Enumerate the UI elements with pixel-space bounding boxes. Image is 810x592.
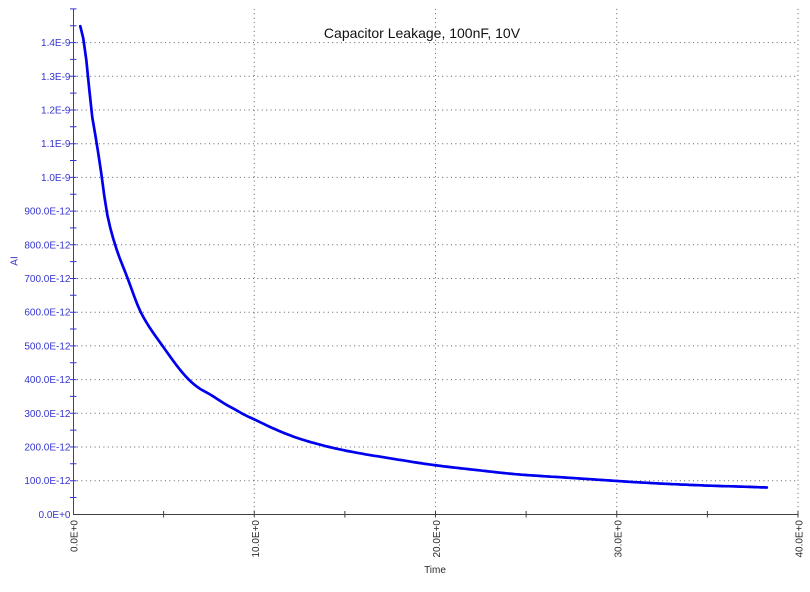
svg-text:20.0E+0: 20.0E+0: [432, 520, 443, 558]
svg-text:1.0E-9: 1.0E-9: [41, 173, 71, 184]
svg-text:Capacitor Leakage, 100nF, 10V: Capacitor Leakage, 100nF, 10V: [324, 25, 521, 41]
svg-text:900.0E-12: 900.0E-12: [24, 207, 71, 218]
svg-text:1.1E-9: 1.1E-9: [41, 139, 71, 150]
svg-text:40.0E+0: 40.0E+0: [795, 520, 806, 558]
svg-text:100.0E-12: 100.0E-12: [24, 476, 71, 487]
svg-text:Time: Time: [424, 565, 446, 576]
svg-text:AI: AI: [10, 256, 21, 265]
svg-text:0.0E+0: 0.0E+0: [70, 520, 81, 552]
svg-text:10.0E+0: 10.0E+0: [251, 520, 262, 558]
svg-text:1.2E-9: 1.2E-9: [41, 106, 71, 117]
svg-text:400.0E-12: 400.0E-12: [24, 375, 71, 386]
svg-text:800.0E-12: 800.0E-12: [24, 240, 71, 251]
svg-text:1.3E-9: 1.3E-9: [41, 72, 71, 83]
svg-text:700.0E-12: 700.0E-12: [24, 274, 71, 285]
svg-text:30.0E+0: 30.0E+0: [613, 520, 624, 558]
svg-text:300.0E-12: 300.0E-12: [24, 409, 71, 420]
svg-text:200.0E-12: 200.0E-12: [24, 443, 71, 454]
svg-text:500.0E-12: 500.0E-12: [24, 341, 71, 352]
svg-text:1.4E-9: 1.4E-9: [41, 38, 71, 49]
svg-text:0.0E+0: 0.0E+0: [39, 510, 71, 521]
svg-text:600.0E-12: 600.0E-12: [24, 308, 71, 319]
